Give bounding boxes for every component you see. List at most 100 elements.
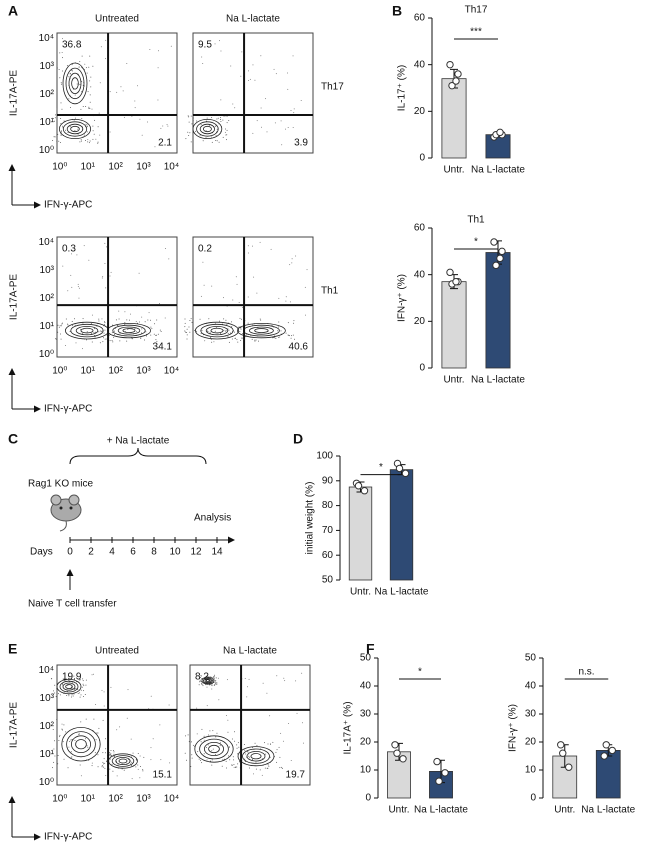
event-dot <box>278 336 280 338</box>
event-dot <box>68 695 70 697</box>
event-dot <box>204 340 206 342</box>
event-dot <box>61 684 63 686</box>
event-dot <box>129 319 131 321</box>
event-dot <box>65 731 67 733</box>
event-dot <box>134 328 136 330</box>
event-dot <box>110 755 112 757</box>
event-dot <box>104 762 106 764</box>
event-dot <box>189 331 191 333</box>
event-dot <box>82 696 84 698</box>
event-dot <box>99 330 101 332</box>
event-dot <box>274 337 276 339</box>
event-dot <box>240 328 242 330</box>
event-dot <box>240 75 242 77</box>
event-dot <box>86 745 88 747</box>
event-dot <box>238 301 240 303</box>
event-dot <box>155 339 157 341</box>
event-dot <box>225 767 227 769</box>
event-dot <box>213 678 215 680</box>
event-dot <box>77 283 79 285</box>
y-tick-label: 10⁰ <box>39 777 54 788</box>
event-dot <box>81 80 83 82</box>
y-tick-label: 10³ <box>40 61 55 72</box>
event-dot <box>170 45 172 47</box>
event-dot <box>218 141 220 143</box>
contour <box>205 679 211 683</box>
event-dot <box>116 729 118 731</box>
event-dot <box>88 106 90 108</box>
event-dot <box>244 749 246 751</box>
event-dot <box>291 262 293 264</box>
event-dot <box>216 682 218 684</box>
event-dot <box>290 760 292 762</box>
days-label: Days <box>30 547 53 558</box>
event-dot <box>82 106 84 108</box>
event-dot <box>102 752 104 754</box>
event-dot <box>237 763 239 765</box>
event-dot <box>80 721 82 723</box>
event-dot <box>226 122 228 124</box>
event-dot <box>278 297 280 299</box>
event-dot <box>135 766 137 768</box>
event-dot <box>185 331 187 333</box>
contour <box>248 326 274 335</box>
panel-label: C <box>8 431 18 447</box>
event-dot <box>290 337 292 339</box>
event-dot <box>208 318 210 320</box>
data-point <box>433 757 441 766</box>
event-dot <box>50 678 52 680</box>
event-dot <box>71 64 73 66</box>
event-dot <box>236 766 238 768</box>
event-dot <box>150 759 152 761</box>
chart-title: Th1 <box>467 215 485 226</box>
event-dot <box>61 51 63 53</box>
event-dot <box>216 683 218 685</box>
event-dot <box>225 134 227 136</box>
y-tick-label: 80 <box>322 500 334 511</box>
event-dot <box>157 99 159 101</box>
event-dot <box>164 317 166 319</box>
x-tick-label: 10¹ <box>80 366 95 377</box>
contour <box>65 67 85 100</box>
event-dot <box>223 758 225 760</box>
y-tick-label: 10 <box>360 765 372 776</box>
y-tick-label: 20 <box>360 737 372 748</box>
event-dot <box>301 672 303 674</box>
event-dot <box>157 333 159 335</box>
y-tick-label: 40 <box>414 269 426 280</box>
event-dot <box>287 88 289 90</box>
event-dot <box>86 339 88 341</box>
data-point <box>393 749 401 757</box>
event-dot <box>136 330 138 332</box>
event-dot <box>104 767 106 769</box>
event-dot <box>197 751 199 753</box>
event-dot <box>83 685 85 687</box>
event-dot <box>211 750 213 752</box>
event-dot <box>127 328 129 330</box>
event-dot <box>228 341 230 343</box>
event-dot <box>89 140 91 142</box>
event-dot <box>101 277 103 279</box>
event-dot <box>189 741 191 743</box>
bar <box>441 78 467 159</box>
event-dot <box>142 769 144 771</box>
event-dot <box>124 311 126 313</box>
event-dot <box>85 67 87 69</box>
event-dot <box>83 245 85 247</box>
event-dot <box>85 718 87 720</box>
event-dot <box>287 322 289 324</box>
event-dot <box>283 677 285 679</box>
event-dot <box>205 675 207 677</box>
event-dot <box>131 761 133 763</box>
contour <box>68 72 82 95</box>
panel-label: A <box>8 3 18 19</box>
contour <box>75 739 87 750</box>
event-dot <box>137 85 139 87</box>
event-dot <box>137 764 139 766</box>
data-point <box>441 769 449 777</box>
event-dot <box>216 128 218 130</box>
y-axis-label: IL-17⁺ (%) <box>397 65 408 111</box>
event-dot <box>75 342 77 344</box>
contour <box>236 322 286 339</box>
event-dot <box>289 264 291 266</box>
